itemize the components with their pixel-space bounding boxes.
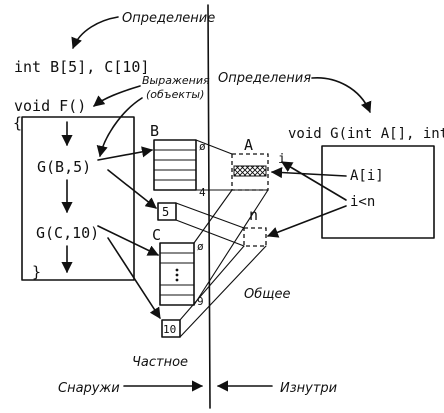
array-c-zero-index: ø — [197, 240, 204, 253]
call-g-c10: G(C,10) — [36, 224, 99, 242]
expressions-arrow-1 — [93, 85, 141, 107]
divider-line — [207, 4, 211, 409]
param-a-frame — [231, 153, 269, 191]
outside-label: Снаружи — [58, 381, 120, 396]
expressions-label: Выражения — [142, 74, 210, 87]
array-declaration: int B[5], C[10] — [14, 58, 149, 76]
param-n-label: n — [249, 206, 258, 224]
function-f-box — [21, 116, 135, 281]
definitions-label: Определения — [218, 71, 311, 86]
inside-label: Изнутри — [280, 381, 337, 396]
array-c — [159, 242, 195, 306]
arrow-ai-to-a — [270, 166, 347, 179]
arrow-call1-to-b — [97, 146, 154, 161]
call-g-b5: G(B,5) — [37, 158, 91, 176]
value-5-box — [157, 202, 177, 221]
definition-arrow — [71, 16, 119, 50]
arrow-i-to-index — [281, 161, 347, 201]
function-g-box — [321, 145, 435, 239]
expressions-arrow-2 — [96, 97, 143, 158]
value-5: 5 — [162, 205, 169, 219]
definitions-arrow — [311, 77, 372, 114]
array-b-zero-index: ø — [199, 140, 206, 153]
expr-a-index: A[i] — [350, 168, 384, 184]
value-10: 10 — [163, 323, 176, 336]
expr-i-lt-n: i<n — [350, 194, 375, 210]
shared-label: Общее — [244, 287, 291, 302]
array-c-label: C — [152, 226, 161, 244]
function-f-signature: void F() — [14, 97, 86, 115]
projection-lines — [175, 139, 269, 338]
value-10-box — [161, 319, 181, 338]
arrow-n-to-param — [266, 205, 347, 238]
array-b-label: B — [150, 122, 159, 140]
private-label: Частное — [132, 355, 188, 370]
index-i-label: i — [278, 152, 286, 167]
param-a-label: A — [244, 136, 253, 154]
definition-label: Определение — [122, 11, 215, 26]
param-n-frame — [243, 227, 267, 247]
array-c-last-index: 9 — [197, 295, 204, 308]
expressions-sublabel: (объекты) — [146, 88, 204, 101]
array-b-last-index: 4 — [199, 186, 206, 199]
array-b — [153, 139, 197, 191]
param-a-current-cell — [233, 165, 267, 177]
brace-close: } — [32, 263, 41, 281]
arrow-call2-to-10 — [107, 237, 161, 319]
brace-open: { — [13, 114, 22, 132]
arrow-call2-to-c — [97, 225, 160, 256]
arrow-call1-to-5 — [107, 169, 157, 209]
function-g-signature: void G(int A[], int n) — [288, 126, 444, 142]
